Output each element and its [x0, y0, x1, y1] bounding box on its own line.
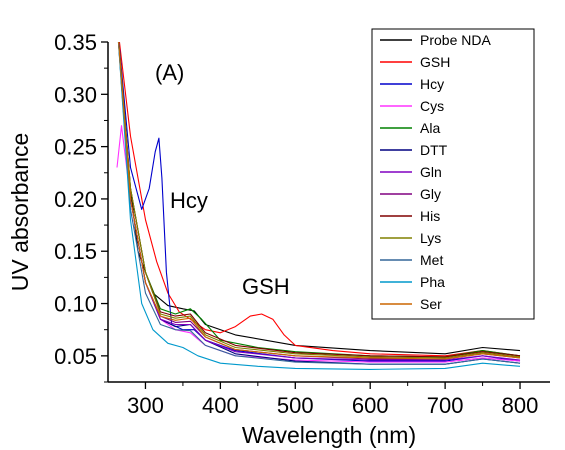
legend-label: Met	[420, 252, 443, 268]
y-tick-label: 0.30	[54, 82, 97, 107]
legend-label: Gly	[420, 186, 441, 202]
series-line	[118, 42, 521, 359]
series-line	[118, 42, 521, 360]
series-line	[117, 42, 521, 370]
annotation-gsh: GSH	[242, 274, 290, 299]
y-tick-label: 0.35	[54, 30, 97, 55]
legend-label: Hcy	[420, 76, 444, 92]
legend-label: His	[420, 208, 440, 224]
legend-label: Ala	[420, 120, 440, 136]
series-layer	[116, 42, 521, 370]
x-tick-label: 600	[352, 393, 389, 418]
legend-label: Pha	[420, 274, 445, 290]
legend-box	[371, 28, 535, 320]
series-line	[117, 42, 521, 365]
y-tick-label: 0.10	[54, 292, 97, 317]
x-tick-label: 400	[202, 393, 239, 418]
x-tick-label: 800	[502, 393, 539, 418]
x-axis-title: Wavelength (nm)	[242, 422, 416, 448]
legend-label: Cys	[420, 98, 444, 114]
legend: Probe NDA GSH Hcy Cys Ala DTT Gln Gly His Lys Met P…	[371, 28, 535, 320]
legend-label: DTT	[420, 142, 448, 158]
legend-label: GSH	[420, 54, 450, 70]
x-tick-label: 700	[427, 393, 464, 418]
series-line	[118, 42, 521, 357]
legend-label: Gln	[420, 164, 442, 180]
panel-label: (A)	[155, 60, 184, 85]
annotation-hcy: Hcy	[170, 188, 208, 213]
x-tick-label: 300	[127, 393, 164, 418]
y-axis-ticks: 0.05 0.10 0.15 0.20 0.25 0.30 0.35	[54, 30, 108, 383]
legend-label: Ser	[420, 296, 442, 312]
y-tick-label: 0.20	[54, 187, 97, 212]
y-tick-label: 0.05	[54, 344, 97, 369]
legend-label: Probe NDA	[420, 32, 491, 48]
x-axis-ticks: 300 400 500 600 700 800	[127, 382, 538, 418]
series-line	[118, 42, 521, 362]
y-axis-title: UV absorbance	[7, 133, 33, 292]
legend-label: Lys	[420, 230, 441, 246]
y-tick-label: 0.15	[54, 239, 97, 264]
y-tick-label: 0.25	[54, 135, 97, 160]
x-tick-label: 500	[277, 393, 314, 418]
